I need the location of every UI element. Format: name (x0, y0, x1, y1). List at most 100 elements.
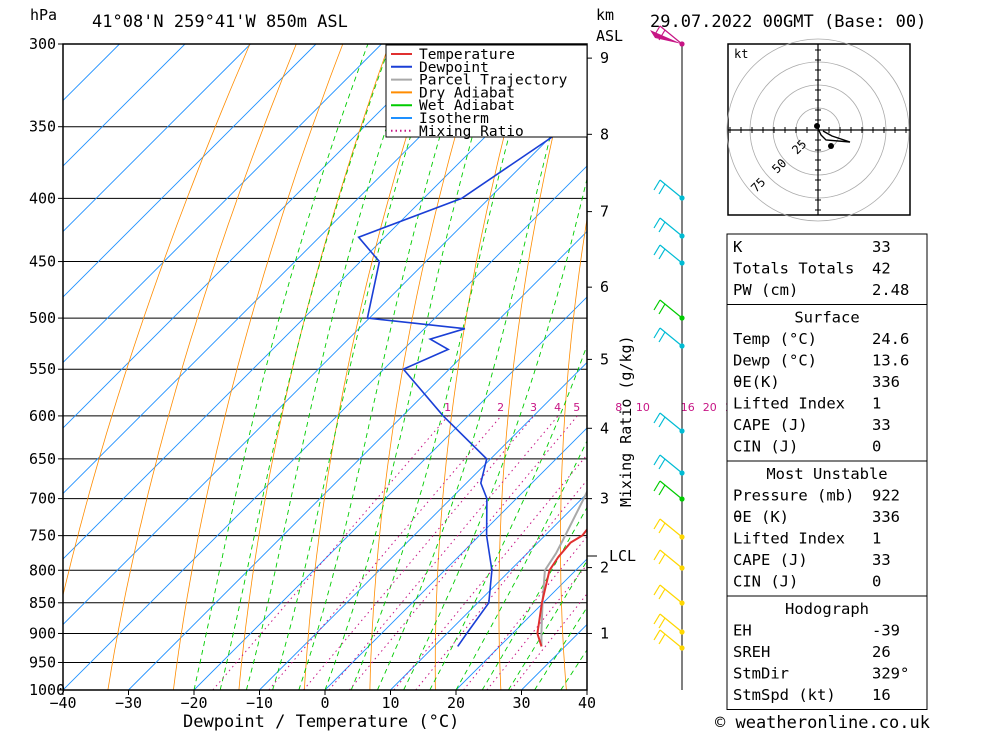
hodograph-table-label: SREH (733, 643, 770, 661)
temp-tick-label: −10 (246, 694, 273, 712)
surface-value: 13.6 (872, 352, 909, 370)
isotherm (390, 492, 587, 690)
most-unstable-value: 922 (872, 487, 900, 505)
wind-barb-flag (658, 484, 666, 496)
wind-barb-flag (653, 299, 661, 311)
dry-adiabat (173, 44, 344, 690)
copyright-footer: © weatheronline.co.uk (715, 713, 930, 733)
dry-adiabat (678, 44, 714, 690)
most-unstable-value: 33 (872, 551, 891, 569)
wind-barb-flag (658, 617, 666, 629)
indices-value: 2.48 (872, 281, 909, 299)
x-axis-title: Dewpoint / Temperature (°C) (183, 712, 459, 732)
temp-tick-label: 20 (447, 694, 465, 712)
surface-value: 24.6 (872, 330, 909, 348)
hodograph-table-label: EH (733, 622, 752, 640)
plot-background (63, 44, 587, 690)
pressure-tick-label: 400 (29, 189, 56, 207)
mixing-ratio-label: 10 (636, 401, 650, 414)
most-unstable-label: CAPE (J) (733, 551, 808, 569)
wind-barb-flag (658, 183, 666, 195)
wind-barb-flag (658, 633, 666, 645)
most-unstable-title: Most Unstable (766, 465, 887, 483)
wet-adiabat (219, 44, 391, 690)
wind-barb-shaft (659, 454, 683, 474)
pressure-tick-label: 300 (29, 35, 56, 53)
wind-barb-column (650, 25, 685, 690)
surface-label: Dewp (°C) (733, 352, 817, 370)
hodograph-point (814, 123, 820, 129)
pressure-tick-label: 600 (29, 407, 56, 425)
indices-value: 33 (872, 238, 891, 256)
surface-value: 1 (872, 395, 881, 413)
wind-barb-top (650, 30, 682, 44)
wind-barb-shaft (659, 244, 683, 264)
pressure-tick-label: 750 (29, 527, 56, 545)
pressure-tick-label: 900 (29, 624, 56, 642)
wind-barb-flag (658, 303, 666, 315)
hodograph-table-value: -39 (872, 622, 900, 640)
km-tick-label: 9 (600, 49, 609, 67)
isotherm (259, 361, 587, 690)
hodograph-table-value: 329° (872, 665, 909, 683)
dry-adiabat (238, 44, 390, 690)
pressure-tick-label: 1000 (29, 681, 65, 699)
mixing-ratio-label: 20 (703, 401, 717, 414)
km-asl-label: ASL (596, 27, 623, 45)
indices-label: Totals Totals (733, 260, 854, 278)
km-tick-label: 2 (600, 559, 609, 577)
most-unstable-value: 336 (872, 508, 900, 526)
wind-barb-flag (653, 412, 661, 424)
isotherm (455, 558, 587, 690)
isotherm (63, 44, 448, 429)
wind-barb-flag (653, 179, 661, 191)
surface-label: Temp (°C) (733, 330, 817, 348)
axis-labels: 3003504004505005506006507007508008509009… (29, 35, 636, 712)
hodograph-table-value: 16 (872, 686, 891, 704)
wet-adiabat (403, 177, 587, 690)
mixing-ratio-line (349, 415, 578, 690)
wind-barb-flag (653, 480, 661, 492)
temperature-line (536, 528, 587, 647)
surface-title: Surface (794, 309, 859, 327)
wind-barb-flag (653, 244, 661, 256)
wind-barb-flag (653, 613, 661, 625)
hodograph-table-title: Hodograph (785, 600, 869, 618)
wind-barb-shaft (659, 480, 683, 500)
hodograph-table-box (726, 595, 928, 710)
km-tick-label: 7 (600, 203, 609, 221)
plot-lines (63, 44, 714, 690)
pressure-tick-label: 350 (29, 118, 56, 136)
isotherm (63, 44, 251, 233)
isotherm (63, 44, 186, 167)
km-tick-label: 5 (600, 350, 609, 368)
hodograph-trace (816, 125, 851, 143)
mixing-ratio-label: 2 (497, 401, 504, 414)
surface-label: Lifted Index (733, 395, 845, 413)
wet-adiabat (245, 44, 415, 690)
legend-label: Mixing Ratio (419, 124, 524, 140)
temp-tick-label: 10 (381, 694, 399, 712)
isotherm (128, 230, 587, 690)
wind-barb-flag (658, 553, 666, 565)
dewpoint-line (357, 46, 587, 647)
dry-adiabat (369, 44, 483, 690)
most-unstable-label: Lifted Index (733, 530, 845, 548)
wind-barb-shaft (659, 613, 683, 633)
mixing-ratio-label: 1 (444, 401, 451, 414)
pressure-tick-label: 950 (29, 653, 56, 671)
isotherm (324, 427, 587, 690)
isotherm (63, 44, 382, 364)
wind-barb-shaft (659, 412, 683, 432)
wind-barb-shaft (659, 25, 683, 45)
temp-tick-label: 0 (320, 694, 329, 712)
mixing-ratio-line (268, 415, 502, 690)
datetime-title: 29.07.2022 00GMT (Base: 00) (650, 12, 926, 32)
pressure-tick-label: 700 (29, 490, 56, 508)
surface-label: CAPE (J) (733, 416, 808, 434)
pressure-tick-label: 450 (29, 253, 56, 271)
dry-adiabat (107, 44, 297, 690)
mixing-ratio-label: 4 (554, 401, 561, 414)
